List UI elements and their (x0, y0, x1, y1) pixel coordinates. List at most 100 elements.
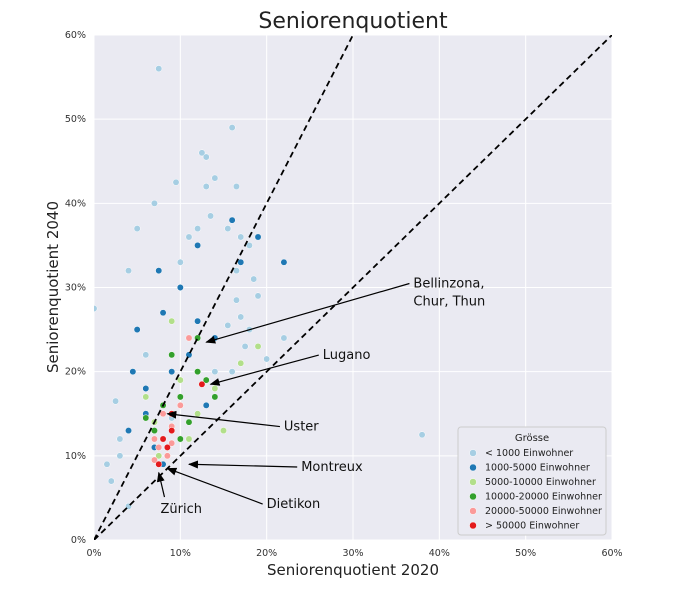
data-point-series-0 (245, 241, 253, 249)
data-point-series-3 (176, 435, 184, 443)
y-tick-label: 0% (71, 535, 86, 546)
data-point-series-1 (129, 368, 137, 376)
data-point-series-4 (176, 401, 184, 409)
legend-entry: 1000-5000 Einwohner (485, 463, 590, 474)
annotation-arrow (166, 467, 263, 505)
data-point-series-1 (237, 258, 245, 266)
legend-entry: 20000-50000 Einwohner (485, 506, 602, 517)
data-point-series-1 (168, 368, 176, 376)
data-point-series-4 (155, 443, 163, 451)
y-tick-label: 60% (65, 30, 86, 41)
x-tick-label: 0% (86, 548, 101, 559)
annotation-label: Dietikon (267, 497, 321, 512)
legend-entry: 10000-20000 Einwohner (485, 492, 602, 503)
data-point-series-1 (254, 233, 262, 241)
data-point-series-2 (185, 435, 193, 443)
data-point-series-0 (211, 368, 219, 376)
data-point-series-2 (211, 385, 219, 392)
data-point-series-0 (280, 334, 288, 342)
data-point-series-0 (107, 477, 115, 485)
data-point-series-0 (224, 225, 232, 233)
data-point-series-0 (228, 368, 236, 376)
annotation-label: Zürich (160, 502, 202, 517)
data-point-series-0 (194, 225, 202, 233)
data-point-series-0 (254, 292, 262, 300)
y-tick-label: 20% (65, 367, 86, 378)
y-tick-label: 30% (65, 283, 86, 294)
x-tick-label: 20% (256, 548, 277, 559)
data-point-series-2 (176, 376, 184, 384)
chart-title: Seniorenquotient (258, 9, 448, 34)
legend-marker (469, 521, 477, 530)
data-point-series-0 (142, 351, 150, 359)
data-point-series-0 (228, 124, 236, 132)
data-point-series-0 (418, 431, 426, 439)
tick-labels: 0% 10% 20% 30% 40% 50% 60% 0% 10% 20% 30% 40% 50% 60% (65, 30, 623, 559)
x-tick-label: 10% (170, 548, 191, 559)
data-point-series-2 (237, 359, 245, 367)
annotation-arrow (166, 410, 281, 428)
legend-marker (469, 507, 477, 515)
y-tick-label: 10% (65, 451, 86, 462)
annotation-arrow (156, 471, 166, 498)
data-point-series-1 (202, 401, 210, 409)
data-point-series-0 (233, 296, 240, 304)
data-point-series-1 (133, 326, 141, 334)
data-point-series-3 (211, 393, 219, 401)
data-point-series-0 (133, 225, 141, 233)
data-point-series-0 (116, 435, 124, 443)
data-point-series-0 (202, 153, 210, 161)
legend-marker (469, 463, 477, 472)
data-point-series-0 (185, 233, 193, 241)
data-point-series-0 (202, 183, 210, 190)
data-point-series-1 (194, 241, 202, 249)
legend-marker (469, 478, 477, 486)
data-point-series-4 (163, 452, 171, 460)
data-point-series-5 (198, 380, 206, 388)
legend-entry: > 50000 Einwohner (485, 521, 579, 532)
data-point-series-1 (280, 258, 288, 266)
data-point-series-0 (172, 178, 180, 186)
data-point-series-4 (168, 439, 176, 447)
annotation-label: Bellinzona, (413, 277, 484, 292)
legend-entry: 5000-10000 Einwohner (485, 477, 596, 488)
legend-marker (469, 492, 477, 501)
data-point-series-4 (150, 456, 158, 464)
data-point-series-0 (155, 65, 163, 73)
data-point-series-5 (159, 435, 167, 443)
data-point-series-1 (155, 267, 163, 275)
data-point-series-3 (202, 376, 210, 384)
data-point-series-3 (142, 414, 150, 422)
data-point-series-1 (194, 317, 202, 325)
data-point-series-0 (176, 258, 184, 266)
data-point-series-2 (168, 317, 176, 325)
data-point-series-4 (150, 435, 158, 443)
data-point-series-0 (198, 149, 206, 157)
data-point-series-0 (233, 183, 240, 190)
data-point-series-0 (237, 313, 245, 321)
data-point-series-0 (116, 452, 124, 460)
data-point-series-5 (155, 460, 163, 468)
data-point-series-2 (142, 393, 150, 401)
data-point-series-1 (228, 216, 236, 224)
data-point-series-0 (112, 397, 120, 405)
annotation-arrow (209, 354, 319, 386)
annotations: Bellinzona, Chur, Thun Lugano Uster Montreux… (156, 277, 485, 517)
y-tick-label: 40% (65, 198, 86, 209)
legend-box (457, 426, 607, 536)
annotation-arrow (187, 460, 298, 469)
annotation-label: Uster (284, 420, 319, 435)
data-point-series-0 (150, 199, 158, 207)
data-point-series-5 (168, 427, 176, 435)
legend-marker (469, 449, 477, 457)
x-axis-label: Seniorenquotient 2020 (267, 561, 439, 579)
data-point-series-3 (176, 393, 184, 401)
legend-title: Grösse (515, 433, 549, 444)
x-tick-label: 30% (342, 548, 363, 559)
data-point-series-3 (150, 427, 158, 435)
data-point-series-1 (125, 427, 132, 435)
data-point-series-0 (207, 212, 215, 220)
data-point-series-0 (233, 267, 240, 275)
annotation-arrow (205, 282, 410, 344)
